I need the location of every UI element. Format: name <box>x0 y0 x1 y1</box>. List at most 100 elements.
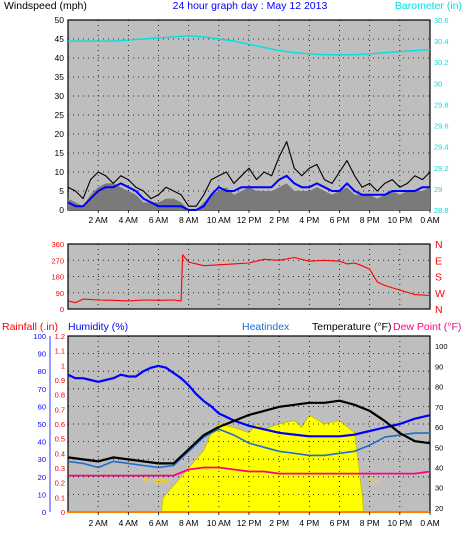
rain-y-tick-label: 1.1 <box>55 347 65 356</box>
x-tick-label: 0 AM <box>420 518 439 528</box>
temperature-label: Temperature (°F) <box>312 321 391 333</box>
temp-y-tick-label: 100 <box>435 342 448 351</box>
barometer-y-tick-label: 30.6 <box>434 16 449 25</box>
heatindex-label: Heatindex <box>242 321 290 333</box>
temp-y-tick-label: 90 <box>435 362 443 371</box>
humidity-line <box>67 364 431 438</box>
compass-label: W <box>435 288 445 300</box>
x-tick-label: 0 AM <box>420 215 439 225</box>
wind-gust-area <box>68 183 430 210</box>
compass-label: N <box>435 304 443 316</box>
rain-y-tick-label: 0.7 <box>55 405 65 414</box>
temp-y-tick-label: 50 <box>435 443 443 452</box>
rain-y-tick-label: 0.6 <box>55 420 65 429</box>
wind-direction-line <box>67 254 431 304</box>
wind-y-tick-label: 15 <box>55 148 65 158</box>
temp-axis-ticks: 0 10 20 30 40 50 60 70 80 90 100 0 0.1 0.2 0.3 0.4 0.5 0.… <box>33 332 447 517</box>
compass-label: E <box>435 255 442 267</box>
x-tick-label: 2 PM <box>269 215 289 225</box>
rain-y-tick-label: 0.2 <box>55 479 65 488</box>
humidity-y-tick-label: 80 <box>38 367 46 376</box>
temp-y-tick-label: 40 <box>435 463 443 472</box>
rain-y-tick-label: 0.5 <box>55 435 65 444</box>
wind-y-tick-label: 45 <box>55 34 65 44</box>
barometer-y-tick-label: 29.4 <box>434 143 449 152</box>
x-tick-label: 12 PM <box>237 518 262 528</box>
x-tick-label: 6 AM <box>149 215 168 225</box>
direction-y-tick-label: 90 <box>56 289 64 298</box>
temp-x-tick-labels: 2 AM 4 AM 6 AM 8 AM 10 AM 12 PM 2 PM 4 PM 6 PM 8 … <box>88 512 440 528</box>
direction-y-tick-label: 360 <box>51 240 64 249</box>
humidity-y-tick-label: 20 <box>38 473 46 482</box>
humidity-ylabel: Humidity (%) <box>68 321 128 333</box>
direction-y-tick-label: 0 <box>60 305 64 314</box>
barometer-y-tick-label: 30.4 <box>434 37 449 46</box>
x-tick-label: 6 PM <box>330 518 350 528</box>
rain-y-tick-label: 0.3 <box>55 464 65 473</box>
barometer-y-tick-label: 29.6 <box>434 122 449 131</box>
dewpoint-line <box>68 466 431 477</box>
direction-grid <box>68 244 430 309</box>
wind-y-tick-label: 10 <box>55 167 65 177</box>
x-tick-label: 8 AM <box>179 215 198 225</box>
x-tick-label: 8 AM <box>179 518 198 528</box>
temp-y-tick-label: 70 <box>435 403 443 412</box>
x-tick-label: 10 PM <box>388 215 413 225</box>
direction-y-tick-label: 180 <box>51 273 64 282</box>
x-tick-label: 6 AM <box>149 518 168 528</box>
wind-y-tick-label: 25 <box>55 110 65 120</box>
x-tick-label: 10 AM <box>207 215 231 225</box>
humidity-y-tick-label: 90 <box>38 350 46 359</box>
x-tick-label: 10 PM <box>388 518 413 528</box>
x-tick-label: 4 PM <box>299 215 319 225</box>
humidity-y-tick-label: 100 <box>33 332 46 341</box>
heatindex-line <box>67 428 430 469</box>
wind-series <box>67 35 431 211</box>
temp-series <box>67 364 431 513</box>
x-tick-label: 2 PM <box>269 518 289 528</box>
dewpoint-label: Dew Point (°F) <box>393 321 461 333</box>
x-tick-label: 4 AM <box>119 518 138 528</box>
humidity-y-tick-label: 10 <box>38 490 46 499</box>
compass-label: S <box>435 272 442 284</box>
x-tick-label: 4 AM <box>119 215 138 225</box>
temp-y-tick-label: 20 <box>435 504 443 513</box>
barometer-line <box>68 35 431 56</box>
wind-y-tick-label: 35 <box>55 72 65 82</box>
rain-y-tick-label: 0.4 <box>55 449 65 458</box>
compass-label: N <box>435 239 443 251</box>
wind-speed-line <box>67 141 431 207</box>
humidity-y-tick-label: 50 <box>38 420 46 429</box>
x-tick-label: 2 AM <box>88 518 107 528</box>
humidity-y-tick-label: 0 <box>42 508 46 517</box>
wind-y-tick-label: 5 <box>59 186 64 196</box>
wind-axis-ticks: 0 5 10 15 20 25 30 35 40 45 50 28.8 29 29.2 29.4 29.6 29… <box>55 15 449 215</box>
humidity-y-tick-label: 40 <box>38 438 46 447</box>
wind-ylabel-right: Barometer (in) <box>395 0 462 12</box>
wind-y-tick-label: 50 <box>55 15 65 25</box>
wind-ylabel-left: Windspeed (mph) <box>4 0 87 12</box>
barometer-y-tick-label: 30.2 <box>434 58 449 67</box>
chart-title: 24 hour graph day : May 12 2013 <box>173 0 328 12</box>
rain-y-tick-label: 0.9 <box>55 376 65 385</box>
humidity-y-tick-label: 30 <box>38 455 46 464</box>
barometer-y-tick-label: 28.8 <box>434 206 449 215</box>
rain-y-tick-label: 0.8 <box>55 391 65 400</box>
wind-y-tick-label: 20 <box>55 129 65 139</box>
wind-y-tick-label: 30 <box>55 91 65 101</box>
temp-y-tick-label: 30 <box>435 484 443 493</box>
humidity-y-tick-label: 70 <box>38 385 46 394</box>
direction-y-tick-label: 270 <box>51 256 64 265</box>
barometer-y-tick-label: 29.8 <box>434 100 449 109</box>
x-tick-label: 8 PM <box>360 518 380 528</box>
x-tick-label: 4 PM <box>299 518 319 528</box>
x-tick-label: 2 AM <box>88 215 107 225</box>
x-tick-label: 8 PM <box>360 215 380 225</box>
temp-y-tick-label: 60 <box>435 423 443 432</box>
barometer-y-tick-label: 30 <box>434 79 442 88</box>
x-tick-label: 12 PM <box>237 215 262 225</box>
x-tick-label: 6 PM <box>330 215 350 225</box>
